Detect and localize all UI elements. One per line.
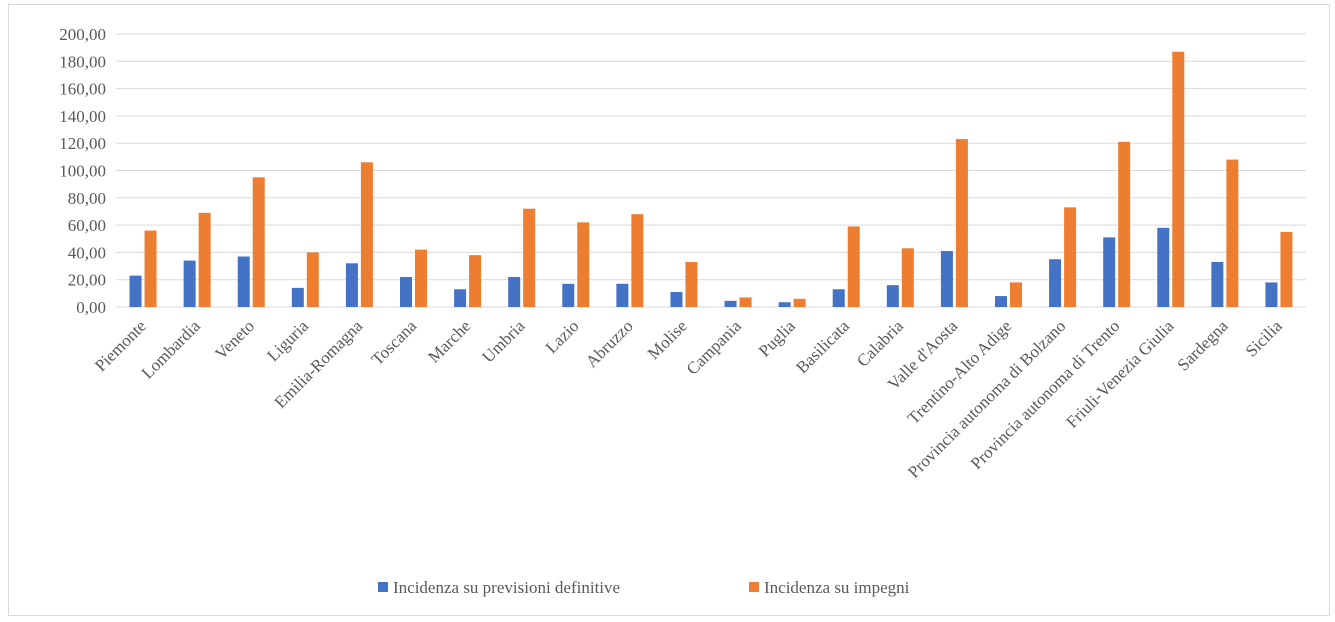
- bar-impegni-18: [1118, 141, 1131, 307]
- bar-impegni-15: [955, 139, 968, 307]
- bar-previsioni-9: [616, 283, 629, 307]
- bar-impegni-14: [901, 248, 914, 307]
- chart-frame: 0,00 20,00 40,00 60,00 80,00 100,00 120,00 140,…: [8, 4, 1330, 616]
- y-tick-label: 180,00: [59, 52, 106, 71]
- x-category-label: Puglia: [755, 316, 799, 360]
- bar-impegni-17: [1064, 207, 1077, 307]
- y-tick-label: 120,00: [59, 134, 106, 153]
- bar-impegni-5: [415, 249, 427, 307]
- y-tick-label: 200,00: [59, 25, 106, 44]
- legend: Incidenza su previsioni definitive Incide…: [378, 578, 910, 597]
- bar-previsioni-15: [940, 251, 953, 307]
- bar-previsioni-10: [670, 291, 683, 307]
- bar-previsioni-14: [886, 285, 899, 307]
- bar-impegni-12: [793, 298, 806, 307]
- legend-swatch-0: [378, 582, 388, 592]
- bar-impegni-19: [1172, 51, 1185, 308]
- bar-impegni-16: [1010, 282, 1022, 307]
- legend-label-1: Incidenza su impegni: [764, 578, 910, 597]
- legend-swatch-1: [749, 582, 759, 592]
- x-category-label: Trentino-Alto Adige: [904, 316, 1016, 428]
- x-category-label: Sicilia: [1242, 316, 1286, 360]
- x-category-label: Molise: [644, 316, 691, 363]
- x-category-label: Basilicata: [792, 316, 853, 377]
- y-tick-label: 60,00: [68, 216, 106, 235]
- y-tick-label: 40,00: [68, 243, 106, 262]
- x-category-label: Veneto: [211, 316, 258, 363]
- bar-impegni-13: [847, 226, 860, 307]
- bar-previsioni-1: [183, 260, 196, 307]
- y-tick-label: 20,00: [68, 271, 106, 290]
- x-category-label: Calabria: [853, 316, 907, 370]
- x-category-label: Marche: [424, 316, 474, 366]
- y-tick-label: 140,00: [59, 107, 106, 126]
- x-category-label: Sardegna: [1174, 316, 1232, 374]
- bar-impegni-2: [252, 177, 265, 307]
- bar-impegni-4: [360, 162, 373, 307]
- x-category-label: Liguria: [263, 316, 312, 365]
- bar-previsioni-2: [237, 256, 250, 307]
- bar-previsioni-3: [291, 287, 304, 307]
- bar-previsioni-19: [1157, 227, 1170, 307]
- bar-previsioni-20: [1211, 261, 1224, 307]
- bar-previsioni-18: [1103, 237, 1116, 307]
- bar-previsioni-16: [995, 296, 1007, 307]
- bar-impegni-11: [739, 297, 752, 307]
- x-category-label: Toscana: [368, 316, 421, 369]
- bar-previsioni-11: [724, 300, 737, 307]
- bar-previsioni-4: [345, 263, 358, 307]
- bar-previsioni-6: [454, 289, 467, 307]
- bar-previsioni-0: [129, 275, 142, 307]
- bar-impegni-7: [523, 208, 536, 307]
- bar-impegni-21: [1280, 231, 1293, 307]
- bar-impegni-9: [631, 214, 644, 307]
- y-tick-label: 80,00: [68, 189, 106, 208]
- bar-impegni-6: [469, 255, 482, 307]
- bar-impegni-20: [1226, 159, 1239, 307]
- x-category-label: Campania: [683, 316, 745, 378]
- bar-previsioni-12: [778, 302, 791, 307]
- x-category-label: Lazio: [542, 316, 583, 357]
- x-category-label: Lombardia: [138, 316, 204, 382]
- bar-previsioni-7: [508, 276, 521, 307]
- legend-label-0: Incidenza su previsioni definitive: [393, 578, 620, 597]
- bar-previsioni-21: [1265, 282, 1278, 307]
- bar-previsioni-5: [400, 276, 412, 307]
- bar-impegni-3: [306, 252, 319, 307]
- x-category-label: Friuli-Venezia Giulia: [1062, 316, 1178, 432]
- bar-previsioni-17: [1049, 259, 1062, 307]
- y-tick-label: 100,00: [59, 162, 106, 181]
- bar-impegni-1: [198, 212, 211, 307]
- y-axis: 0,00 20,00 40,00 60,00 80,00 100,00 120,00 140,…: [59, 25, 106, 317]
- y-tick-label: 0,00: [76, 298, 106, 317]
- bar-previsioni-8: [562, 283, 575, 307]
- bar-impegni-10: [685, 261, 698, 307]
- bar-chart: 0,00 20,00 40,00 60,00 80,00 100,00 120,00 140,…: [59, 25, 1306, 597]
- bar-impegni-8: [577, 222, 590, 307]
- bar-impegni-0: [144, 230, 157, 307]
- y-tick-label: 160,00: [59, 80, 106, 99]
- x-category-label: Umbria: [478, 316, 528, 366]
- bar-previsioni-13: [832, 289, 845, 307]
- x-category-label: Abruzzo: [582, 316, 637, 371]
- bars: [129, 51, 1293, 308]
